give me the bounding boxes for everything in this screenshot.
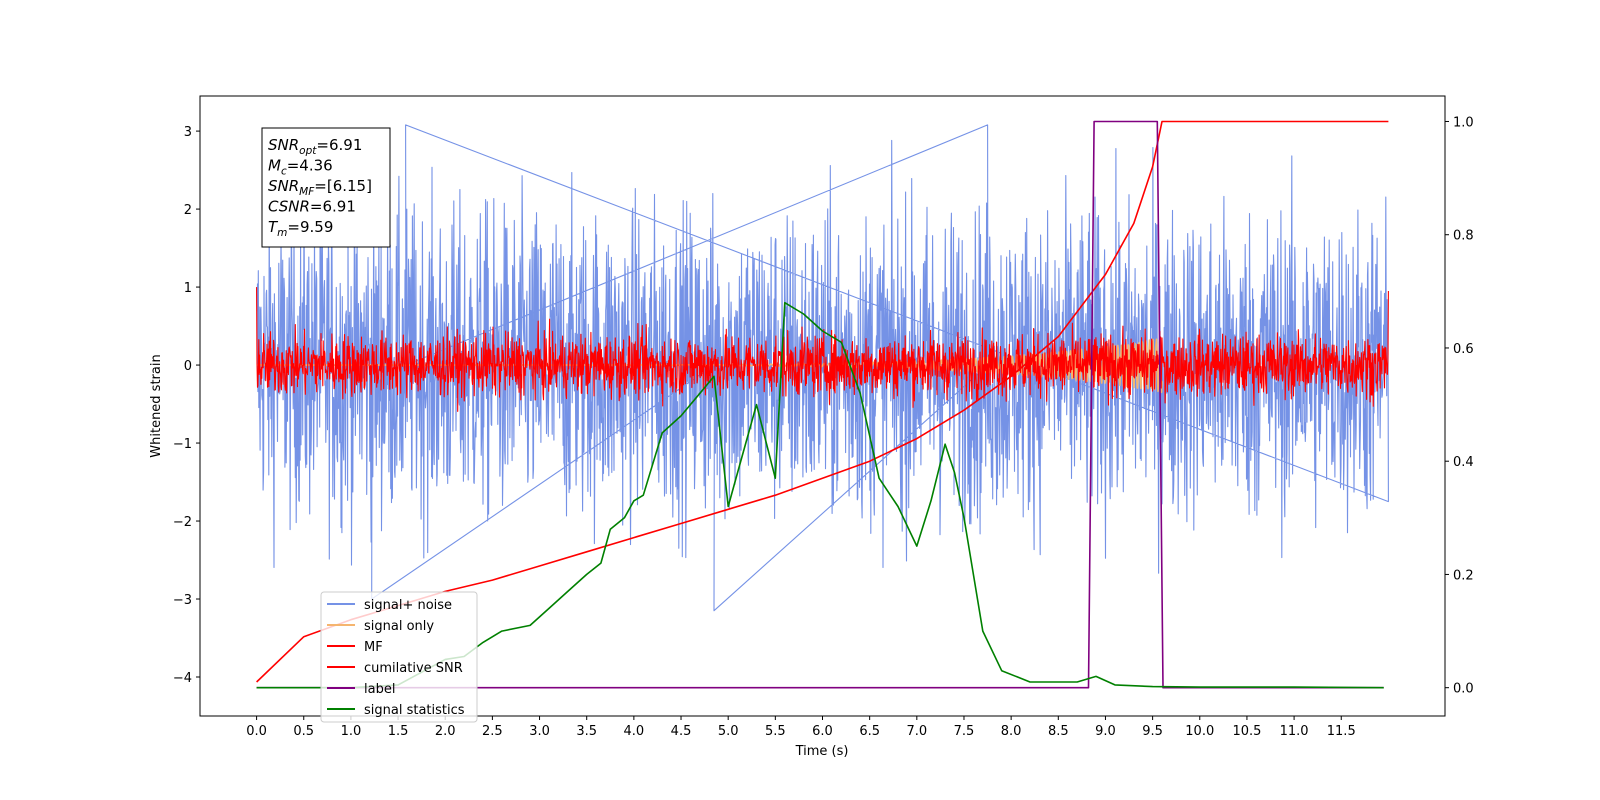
x-tick-label: 0.0: [246, 724, 267, 739]
legend: signal+ noise signal only MF cumilative SNR…: [320, 591, 478, 723]
legend-label-signal-only: signal only: [364, 619, 434, 634]
annotation-value: =4.36: [287, 157, 333, 175]
legend-label-label: label: [364, 682, 395, 697]
annotation-symbol: M: [268, 157, 281, 175]
annotation-value: =6.91: [310, 198, 356, 216]
y-tick-label: −1: [173, 437, 192, 452]
annotation-subscript: m: [277, 227, 287, 239]
x-tick-label: 5.0: [718, 724, 739, 739]
y-tick-label: 2: [184, 203, 192, 218]
series-layer: [256, 120, 1389, 689]
x-tick-label: 3.0: [529, 724, 550, 739]
y-tick-label: −2: [173, 515, 192, 530]
y-tick-label: −4: [173, 671, 192, 686]
x-tick-label: 4.0: [624, 724, 645, 739]
x-tick-label: 11.0: [1280, 724, 1309, 739]
annotation-value: =[6.15]: [314, 177, 372, 195]
annotation-symbol: CSNR: [268, 198, 310, 216]
x-tick-label: 8.5: [1048, 724, 1069, 739]
x-tick-label: 4.5: [671, 724, 692, 739]
x-tick-label: 10.5: [1232, 724, 1261, 739]
x-tick-label: 9.0: [1095, 724, 1116, 739]
x-tick-label: 11.5: [1327, 724, 1356, 739]
annotation-subscript: c: [281, 166, 287, 178]
annotation-line: SNRopt=6.91: [268, 136, 362, 157]
x-tick-label: 3.5: [576, 724, 597, 739]
x-tick-label: 9.5: [1142, 724, 1163, 739]
y-right-tick-label: 0.6: [1453, 342, 1474, 357]
annotation-value: =9.59: [287, 218, 333, 236]
annotation-box: SNRopt=6.91Mc=4.36SNRMF=[6.15]CSNR=6.91T…: [261, 127, 391, 248]
y-right-tick-label: 0.8: [1453, 229, 1474, 244]
y-tick-label: 3: [184, 125, 192, 140]
annotation-symbol: SNR: [268, 136, 299, 154]
y-right-tick-label: 0.4: [1453, 455, 1474, 470]
legend-label-signal-noise: signal+ noise: [364, 598, 452, 613]
x-tick-label: 6.5: [859, 724, 880, 739]
annotation-subscript: MF: [299, 186, 315, 198]
y-tick-label: 1: [184, 281, 192, 296]
x-tick-label: 10.0: [1185, 724, 1214, 739]
x-tick-label: 5.5: [765, 724, 786, 739]
y-tick-label: −3: [173, 593, 192, 608]
x-tick-label: 0.5: [293, 724, 314, 739]
series-mf: [256, 287, 1389, 412]
y-tick-label: 0: [184, 359, 192, 374]
y-right-tick-label: 0.2: [1453, 568, 1474, 583]
x-tick-label: 1.5: [388, 724, 409, 739]
y-right-tick-label: 1.0: [1453, 115, 1474, 130]
legend-frame: [320, 591, 478, 723]
annotation-line: SNRMF=[6.15]: [268, 177, 372, 198]
x-tick-label: 2.5: [482, 724, 503, 739]
y-right-tick-label: 0.0: [1453, 682, 1474, 697]
annotation-frame: [261, 127, 391, 248]
x-tick-label: 2.0: [435, 724, 456, 739]
annotation-symbol: T: [268, 218, 279, 236]
legend-label-cumilative-snr: cumilative SNR: [364, 661, 463, 676]
annotation-symbol: SNR: [268, 177, 299, 195]
x-axis-label: Time (s): [795, 744, 849, 759]
annotation-line: Tm=9.59: [268, 218, 333, 239]
annotation-line: Mc=4.36: [268, 157, 333, 178]
annotation-subscript: opt: [299, 145, 317, 157]
x-tick-label: 1.0: [341, 724, 362, 739]
ticks-layer: 0.0 0.5 1.0 1.5 2.0 2.5 3.0 3.5 4.0 4.5 5.0 5.5 6.0 6…: [173, 115, 1474, 739]
annotation-line: CSNR=6.91: [268, 198, 356, 216]
x-tick-label: 7.5: [954, 724, 975, 739]
x-tick-label: 7.0: [906, 724, 927, 739]
x-tick-label: 6.0: [812, 724, 833, 739]
legend-label-mf: MF: [364, 640, 383, 655]
legend-label-signal-statistics: signal statistics: [364, 703, 465, 718]
annotation-value: =6.91: [316, 136, 362, 154]
y-axis-label: Whitened strain: [149, 354, 164, 457]
series-signal-statistics: [256, 301, 1384, 689]
series-cumilative-snr: [256, 120, 1389, 683]
x-tick-label: 8.0: [1001, 724, 1022, 739]
